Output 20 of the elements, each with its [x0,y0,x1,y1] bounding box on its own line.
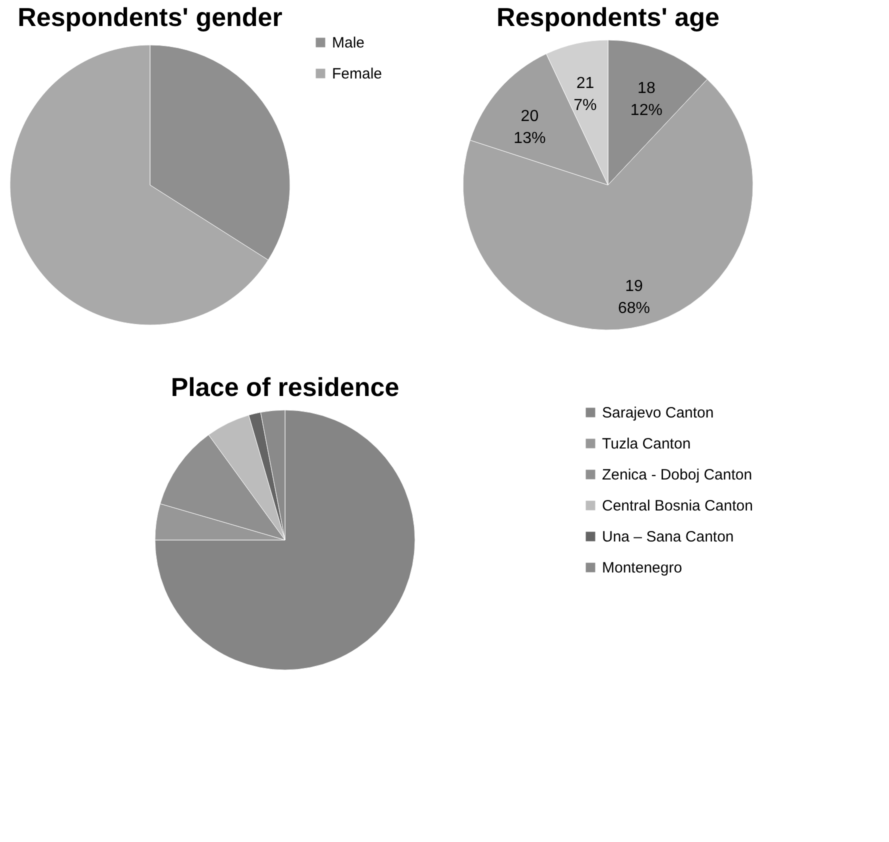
legend-label: Zenica - Doboj Canton [602,466,752,484]
chart-title: Respondents' gender [18,2,282,32]
legend-label: Male [332,34,365,52]
pie-slice [154,410,416,670]
slice-label: 21 [576,75,594,92]
chart-title: Place of residence [170,372,400,402]
legend-label: Sarajevo Canton [602,404,714,422]
data-label: 7% [574,97,597,114]
legend-label: Tuzla Canton [602,436,691,452]
legend-label: Montenegro [602,560,682,576]
chart-title: Respondents' age [496,2,720,32]
data-label: 13% [514,130,546,147]
slice-label: 18 [638,80,656,97]
legend-label: Una – Sana Canton [602,528,734,546]
data-label: 12% [630,102,662,119]
slice-label: 19 [625,278,643,296]
slice-label: 20 [520,108,539,125]
data-label: 68% [618,300,650,318]
legend-label: Central Bosnia Canton [602,498,753,514]
legend-label: Female [332,66,382,82]
